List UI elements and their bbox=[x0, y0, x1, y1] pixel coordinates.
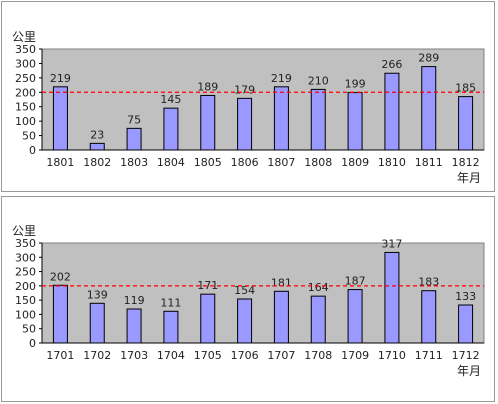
x-tick-label: 1702 bbox=[83, 349, 111, 362]
data-label: 179 bbox=[234, 83, 255, 96]
x-tick-label: 1809 bbox=[341, 156, 369, 169]
data-label: 185 bbox=[455, 82, 476, 95]
data-label: 317 bbox=[381, 237, 402, 250]
data-label: 266 bbox=[381, 58, 402, 71]
bar bbox=[163, 107, 179, 151]
bar bbox=[237, 97, 253, 151]
y-tick-label: 150 bbox=[15, 294, 36, 307]
y-tick-label: 200 bbox=[15, 280, 36, 293]
y-tick-label: 0 bbox=[29, 337, 36, 350]
y-tick-label: 100 bbox=[15, 308, 36, 321]
y-tick-label: 50 bbox=[22, 130, 36, 143]
y-axis-title: 公里 bbox=[12, 30, 36, 44]
x-tick-label: 1807 bbox=[267, 156, 295, 169]
bar bbox=[384, 251, 400, 344]
bar bbox=[89, 142, 105, 151]
y-tick-label: 200 bbox=[15, 86, 36, 99]
data-label: 202 bbox=[50, 270, 71, 283]
y-tick-label: 350 bbox=[15, 43, 36, 56]
y-tick-label: 250 bbox=[15, 72, 36, 85]
data-label: 75 bbox=[127, 113, 141, 126]
data-label: 183 bbox=[418, 276, 439, 289]
x-tick-label: 1801 bbox=[46, 156, 74, 169]
bar bbox=[421, 66, 437, 151]
x-tick-label: 1808 bbox=[304, 156, 332, 169]
y-tick-label: 50 bbox=[22, 323, 36, 336]
x-tick-label: 1802 bbox=[83, 156, 111, 169]
y-tick-label: 250 bbox=[15, 266, 36, 279]
bar bbox=[310, 295, 326, 344]
x-tick-label: 1701 bbox=[46, 349, 74, 362]
bar bbox=[126, 127, 142, 151]
x-tick-label: 1708 bbox=[304, 349, 332, 362]
bar bbox=[163, 310, 179, 344]
chart-panel-1701: 公里 0 50 100 150 200 250 300 350 202 1701 139 1702 119… bbox=[1, 196, 495, 402]
data-label: 145 bbox=[160, 93, 181, 106]
data-label: 139 bbox=[87, 288, 108, 301]
data-label: 133 bbox=[455, 290, 476, 303]
bar bbox=[52, 284, 68, 344]
x-tick-label: 1804 bbox=[157, 156, 185, 169]
data-label: 23 bbox=[90, 128, 104, 141]
bar bbox=[200, 293, 216, 344]
data-label: 199 bbox=[345, 78, 366, 91]
data-label: 219 bbox=[271, 72, 292, 85]
data-label: 171 bbox=[197, 279, 218, 292]
x-tick-label: 1704 bbox=[157, 349, 185, 362]
data-label: 189 bbox=[197, 80, 218, 93]
data-label: 164 bbox=[308, 281, 329, 294]
y-tick-label: 300 bbox=[15, 57, 36, 70]
bar bbox=[384, 72, 400, 151]
x-tick-label: 1703 bbox=[120, 349, 148, 362]
data-label: 219 bbox=[50, 72, 71, 85]
x-tick-label: 1709 bbox=[341, 349, 369, 362]
bar bbox=[52, 86, 68, 151]
data-label: 210 bbox=[308, 74, 329, 87]
x-tick-label: 1706 bbox=[231, 349, 259, 362]
x-tick-label: 1806 bbox=[231, 156, 259, 169]
x-tick-label: 1712 bbox=[452, 349, 480, 362]
chart-panel-1801: 公里 0 50 100 150 200 250 300 350 219 1801 23 1802 75 18… bbox=[1, 1, 495, 192]
y-tick-label: 150 bbox=[15, 101, 36, 114]
x-tick-label: 1707 bbox=[267, 349, 295, 362]
bar bbox=[310, 88, 326, 151]
y-tick-label: 100 bbox=[15, 115, 36, 128]
x-tick-label: 1710 bbox=[378, 349, 406, 362]
x-tick-label: 1711 bbox=[415, 349, 443, 362]
data-label: 111 bbox=[160, 296, 181, 309]
x-tick-label: 1811 bbox=[415, 156, 443, 169]
y-tick-label: 300 bbox=[15, 251, 36, 264]
data-label: 289 bbox=[418, 52, 439, 65]
x-tick-label: 1803 bbox=[120, 156, 148, 169]
x-tick-label: 1805 bbox=[194, 156, 222, 169]
y-axis-title: 公里 bbox=[12, 224, 36, 238]
data-label: 119 bbox=[124, 294, 145, 307]
x-tick-label: 1810 bbox=[378, 156, 406, 169]
y-tick-label: 0 bbox=[29, 144, 36, 157]
data-label: 154 bbox=[234, 284, 255, 297]
bar bbox=[273, 86, 289, 151]
x-tick-label: 1705 bbox=[194, 349, 222, 362]
bar bbox=[458, 96, 474, 151]
bar bbox=[200, 94, 216, 151]
plot-area bbox=[41, 48, 485, 151]
bar bbox=[237, 298, 253, 344]
bar bbox=[273, 290, 289, 344]
bar bbox=[126, 308, 142, 344]
data-label: 187 bbox=[345, 275, 366, 288]
data-label: 181 bbox=[271, 276, 292, 289]
x-axis-title: 年月 bbox=[457, 364, 481, 378]
bar bbox=[421, 290, 437, 344]
plot-area bbox=[41, 242, 485, 344]
x-tick-label: 1812 bbox=[452, 156, 480, 169]
bar bbox=[458, 304, 474, 344]
y-tick-label: 350 bbox=[15, 237, 36, 250]
bar bbox=[347, 92, 363, 151]
bar bbox=[89, 302, 105, 344]
bar bbox=[347, 289, 363, 344]
x-axis-title: 年月 bbox=[457, 171, 481, 185]
